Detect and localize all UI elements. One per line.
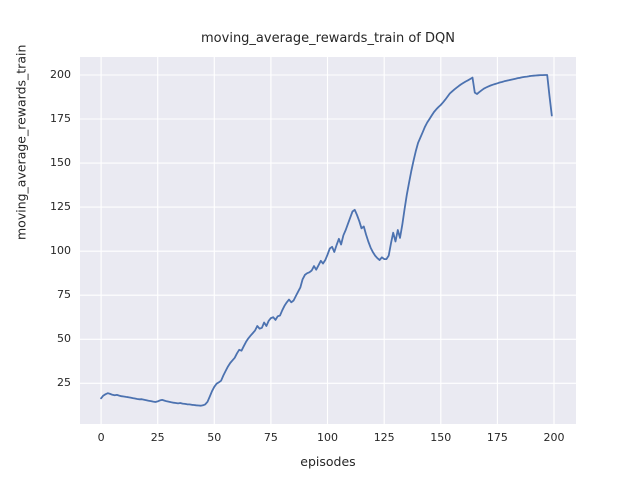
- y-tick-label-50: 50: [57, 332, 71, 346]
- x-tick-label-175: 175: [486, 431, 508, 444]
- x-tick-label-0: 0: [97, 431, 105, 444]
- x-tick-label-125: 125: [373, 431, 395, 444]
- y-tick-label-125: 125: [50, 200, 71, 214]
- x-tick-label-25: 25: [150, 431, 165, 444]
- x-tick-label-50: 50: [207, 431, 222, 444]
- y-tick-label-25: 25: [57, 376, 71, 390]
- x-tick-label-150: 150: [430, 431, 452, 444]
- data-line: [100, 74, 553, 407]
- plot-area: [80, 57, 576, 424]
- y-tick-label-175: 175: [50, 112, 71, 125]
- y-tick-label-200: 200: [50, 68, 71, 81]
- chart-title: moving_average_rewards_train of DQN: [201, 31, 455, 46]
- y-tick-label-150: 150: [50, 156, 71, 170]
- x-tick-label-200: 200: [543, 431, 565, 444]
- plot-svg: [80, 57, 576, 424]
- x-axis-label: episodes: [300, 454, 356, 469]
- y-tick-label-75: 75: [57, 288, 71, 302]
- x-tick-label-75: 75: [263, 431, 278, 444]
- y-tick-label-100: 100: [50, 244, 71, 258]
- x-tick-label-100: 100: [317, 431, 338, 444]
